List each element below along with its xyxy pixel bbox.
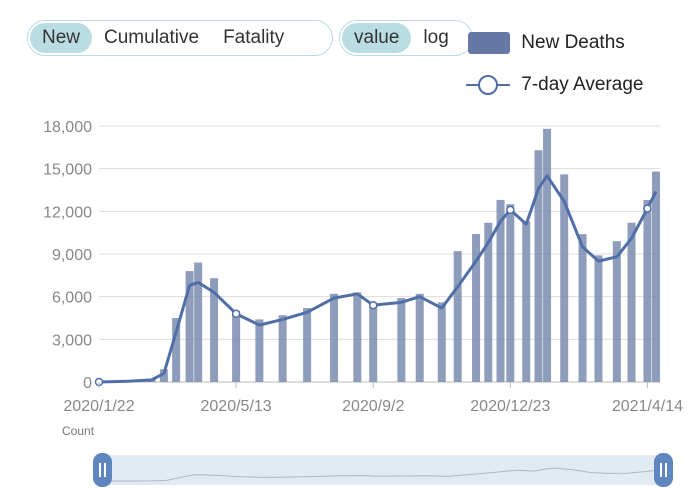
bar [560, 174, 569, 382]
chart-grid [99, 125, 660, 383]
bar [484, 222, 493, 382]
legend-label-new-deaths: New Deaths [521, 32, 625, 53]
y-tick-label: 15,000 [43, 162, 92, 179]
deaths-chart: 0 3,000 6,000 9,000 12,000 15,000 18,000 2020/… [43, 119, 683, 415]
avg-line [98, 174, 658, 384]
y-tick-label: 0 [83, 375, 92, 392]
bar [643, 199, 652, 382]
scale-toggle-group: value log [339, 20, 473, 56]
bar [232, 310, 241, 382]
scale-value-button[interactable]: value [342, 23, 412, 53]
zoom-left-handle[interactable] [93, 453, 112, 487]
bar [652, 171, 660, 382]
bar [172, 318, 181, 382]
bar [194, 262, 203, 382]
bar [415, 293, 424, 382]
x-tick-label: 2020/1/22 [63, 398, 134, 415]
scale-log-button[interactable]: log [423, 27, 449, 48]
bar [472, 234, 481, 382]
zoom-right-handle[interactable] [654, 453, 673, 487]
bar [303, 308, 312, 382]
x-tick-label: 2020/12/23 [470, 398, 550, 415]
bar [397, 298, 406, 382]
mode-new-button[interactable]: New [30, 23, 93, 53]
bar [627, 222, 636, 382]
mode-cumulative-button[interactable]: Cumulative [104, 27, 200, 48]
y-tick-label: 12,000 [43, 204, 92, 221]
bar [369, 302, 378, 382]
legend-item-7day-average[interactable]: 7-day Average [466, 73, 643, 97]
zoom-preview [100, 467, 667, 482]
legend-item-new-deaths[interactable]: New Deaths [468, 32, 625, 54]
y-tick-label: 9,000 [52, 247, 92, 264]
bar [453, 251, 462, 382]
x-tick-label: 2021/4/14 [612, 398, 683, 415]
bar [255, 319, 264, 382]
bar-swatch-icon [468, 32, 510, 54]
avg-marker [368, 300, 378, 310]
x-tick-label: 2020/9/2 [342, 398, 404, 415]
y-tick-label: 18,000 [43, 119, 92, 136]
bar [578, 234, 587, 382]
avg-marker [506, 205, 515, 215]
bar [159, 369, 168, 382]
bar [330, 293, 339, 382]
avg-marker [643, 204, 652, 213]
bar [522, 221, 531, 382]
bar [278, 315, 287, 382]
bar [612, 241, 621, 382]
bar [353, 292, 362, 382]
bar [496, 199, 505, 382]
x-axis-title: Count [62, 424, 95, 438]
y-tick-label: 3,000 [52, 332, 92, 349]
legend-label-7day-average: 7-day Average [521, 74, 644, 95]
avg-marker [231, 309, 241, 318]
bar [534, 150, 543, 382]
y-axis-ticks: 0 3,000 6,000 9,000 12,000 15,000 18,000 [43, 119, 92, 392]
zoom-slider-track[interactable] [100, 455, 667, 485]
bar [185, 271, 194, 382]
y-tick-label: 6,000 [52, 290, 92, 307]
line-marker-icon [466, 75, 510, 95]
bar [594, 255, 603, 382]
bar [210, 278, 219, 382]
mode-fatality-button[interactable]: Fatality [223, 27, 285, 48]
bar [506, 204, 515, 382]
x-axis-ticks: 2020/1/22 2020/5/13 2020/9/2 2020/12/23 2021… [63, 382, 683, 415]
mode-toggle-group: New Cumulative Fatality [27, 20, 333, 56]
bar [437, 302, 446, 382]
bar-series [124, 128, 660, 382]
x-tick-label: 2020/5/13 [201, 398, 272, 415]
bar [543, 128, 552, 382]
